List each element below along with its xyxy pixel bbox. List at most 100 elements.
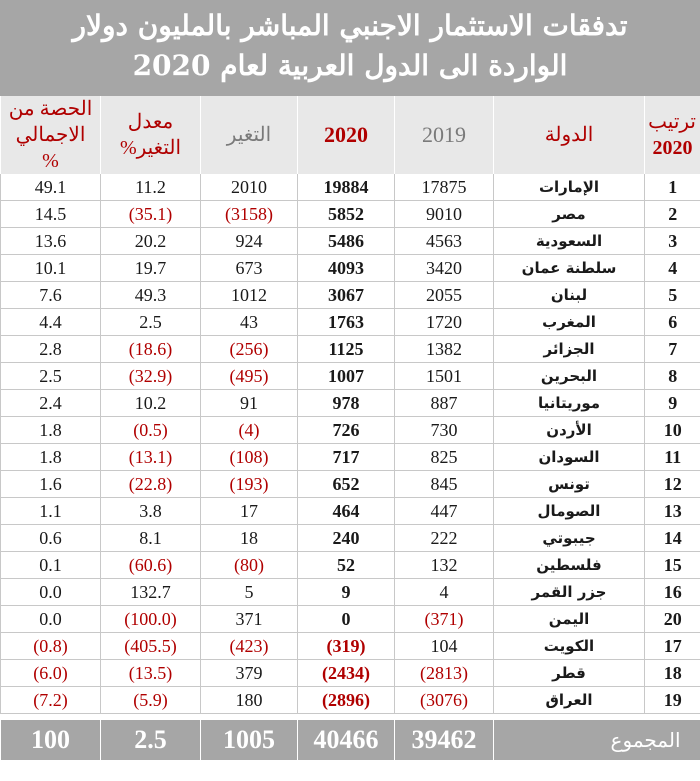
cell-change: 924 — [200, 227, 298, 255]
cell-y2020: 4093 — [297, 254, 395, 282]
cell-y2019: 825 — [394, 443, 494, 471]
cell-country: موريتانيا — [493, 389, 645, 417]
cell-share: 1.8 — [0, 443, 101, 471]
cell-change: 180 — [200, 686, 298, 714]
cell-change: (108) — [200, 443, 298, 471]
cell-y2019: 4563 — [394, 227, 494, 255]
cell-y2020: 978 — [297, 389, 395, 417]
cell-rank: 3 — [644, 227, 700, 255]
cell-rank: 1 — [644, 174, 700, 201]
cell-y2019: 104 — [394, 632, 494, 660]
cell-y2019: 730 — [394, 416, 494, 444]
cell-share: 13.6 — [0, 227, 101, 255]
header-rate: معدل التغير% — [100, 96, 201, 174]
cell-share: 7.6 — [0, 281, 101, 309]
cell-rank: 10 — [644, 416, 700, 444]
table-title: تدفقات الاستثمار الاجنبي المباشر بالمليو… — [0, 0, 700, 96]
table-row: 9 موريتانيا 887 978 91 10.2 2.4 — [0, 389, 700, 417]
cell-y2019: (371) — [394, 605, 494, 633]
cell-country: الأردن — [493, 416, 645, 444]
cell-rate: (18.6) — [100, 335, 201, 363]
cell-country: لبنان — [493, 281, 645, 309]
cell-country: قطر — [493, 659, 645, 687]
cell-share: 0.6 — [0, 524, 101, 552]
cell-rate: 11.2 — [100, 174, 201, 201]
cell-share: 10.1 — [0, 254, 101, 282]
cell-country: السعودية — [493, 227, 645, 255]
cell-rate: 20.2 — [100, 227, 201, 255]
cell-country: سلطنة عمان — [493, 254, 645, 282]
header-country: الدولة — [493, 96, 645, 174]
cell-y2020: (2896) — [297, 686, 395, 714]
total-share: 100 — [0, 720, 101, 760]
cell-y2020: (2434) — [297, 659, 395, 687]
cell-y2020: 9 — [297, 578, 395, 606]
cell-country: جيبوتي — [493, 524, 645, 552]
cell-change: 371 — [200, 605, 298, 633]
cell-y2019: 132 — [394, 551, 494, 579]
cell-share: 0.0 — [0, 578, 101, 606]
cell-y2020: 1007 — [297, 362, 395, 390]
cell-share: 1.1 — [0, 497, 101, 525]
cell-country: تونس — [493, 470, 645, 498]
cell-rate: 10.2 — [100, 389, 201, 417]
cell-y2019: (3076) — [394, 686, 494, 714]
table-row: 14 جيبوتي 222 240 18 8.1 0.6 — [0, 524, 700, 552]
cell-y2020: 726 — [297, 416, 395, 444]
cell-y2019: 9010 — [394, 200, 494, 228]
cell-change: (495) — [200, 362, 298, 390]
cell-country: الصومال — [493, 497, 645, 525]
cell-rate: (60.6) — [100, 551, 201, 579]
cell-share: 2.8 — [0, 335, 101, 363]
table-row: 5 لبنان 2055 3067 1012 49.3 7.6 — [0, 281, 700, 309]
cell-y2019: 1501 — [394, 362, 494, 390]
cell-rank: 4 — [644, 254, 700, 282]
table-row: 3 السعودية 4563 5486 924 20.2 13.6 — [0, 227, 700, 255]
cell-change: (256) — [200, 335, 298, 363]
cell-share: 1.8 — [0, 416, 101, 444]
cell-rank: 11 — [644, 443, 700, 471]
cell-country: السودان — [493, 443, 645, 471]
cell-y2020: 1763 — [297, 308, 395, 336]
table-row: 18 قطر (2813) (2434) 379 (13.5) (6.0) — [0, 659, 700, 687]
cell-y2019: 3420 — [394, 254, 494, 282]
cell-share: 49.1 — [0, 174, 101, 201]
cell-rate: (13.1) — [100, 443, 201, 471]
table-row: 7 الجزائر 1382 1125 (256) (18.6) 2.8 — [0, 335, 700, 363]
cell-change: 2010 — [200, 174, 298, 201]
fdi-table: ترتيب 2020 الدولة 2019 2020 التغير معدل ال… — [0, 96, 700, 760]
cell-country: جزر القمر — [493, 578, 645, 606]
cell-change: 91 — [200, 389, 298, 417]
cell-y2020: 1125 — [297, 335, 395, 363]
cell-y2019: 4 — [394, 578, 494, 606]
cell-rate: (405.5) — [100, 632, 201, 660]
title-line-1: تدفقات الاستثمار الاجنبي المباشر بالمليو… — [72, 9, 628, 42]
cell-y2019: (2813) — [394, 659, 494, 687]
cell-country: الإمارات — [493, 174, 645, 201]
table-row: 8 البحرين 1501 1007 (495) (32.9) 2.5 — [0, 362, 700, 390]
cell-rank: 2 — [644, 200, 700, 228]
cell-change: (423) — [200, 632, 298, 660]
cell-y2020: 240 — [297, 524, 395, 552]
cell-rate: 19.7 — [100, 254, 201, 282]
cell-rate: 8.1 — [100, 524, 201, 552]
total-row: المجموع 39462 40466 1005 2.5 100 — [0, 720, 700, 760]
table-row: 17 الكويت 104 (319) (423) (405.5) (0.8) — [0, 632, 700, 660]
cell-rank: 19 — [644, 686, 700, 714]
cell-rate: 49.3 — [100, 281, 201, 309]
title-line-2: الواردة الى الدول العربية لعام 2020 — [132, 49, 568, 82]
cell-y2020: 652 — [297, 470, 395, 498]
cell-rank: 9 — [644, 389, 700, 417]
cell-change: 17 — [200, 497, 298, 525]
cell-y2019: 17875 — [394, 174, 494, 201]
cell-change: (4) — [200, 416, 298, 444]
cell-y2020: 3067 — [297, 281, 395, 309]
cell-rank: 18 — [644, 659, 700, 687]
cell-share: 4.4 — [0, 308, 101, 336]
header-share: الحصة من الاجمالي % — [0, 96, 101, 174]
cell-y2019: 1720 — [394, 308, 494, 336]
cell-share: (7.2) — [0, 686, 101, 714]
cell-rate: 3.8 — [100, 497, 201, 525]
cell-share: 2.4 — [0, 389, 101, 417]
cell-rank: 15 — [644, 551, 700, 579]
